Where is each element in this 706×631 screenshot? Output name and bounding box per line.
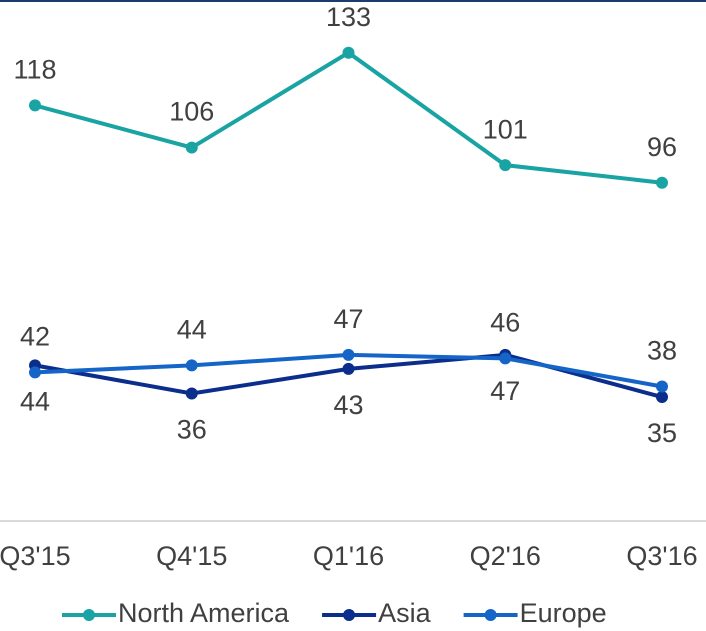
data-label: 44 [177,315,207,345]
legend-label: Asia [378,598,432,628]
legend-label: North America [118,598,290,628]
legend-marker-dot [484,609,497,621]
data-label: 36 [177,415,207,445]
data-label: 46 [490,308,520,338]
legend-marker-dot [83,609,95,621]
legend-label: Europe [520,598,607,628]
legend-marker-dot [343,609,356,621]
data-point [185,359,198,372]
data-point [342,46,355,59]
data-label: 47 [490,376,520,406]
x-tick-label: Q3'15 [0,541,71,571]
x-tick-label: Q3'16 [626,541,697,571]
data-point [656,176,668,189]
data-label: 96 [647,132,677,162]
data-point [342,348,355,361]
data-label: 42 [20,322,50,352]
x-tick-label: Q4'15 [156,541,227,571]
data-point [499,352,512,365]
data-label: 118 [13,55,56,85]
data-point [656,391,668,404]
data-label: 47 [333,304,363,334]
x-tick-label: Q2'16 [470,541,541,571]
x-tick-label: Q1'16 [313,541,384,571]
data-point [29,366,41,379]
data-label: 38 [647,336,677,366]
data-label: 101 [483,114,528,144]
data-point [499,159,512,172]
data-point [185,141,198,154]
data-label: 35 [647,418,677,448]
data-label: 106 [169,97,214,127]
data-point [29,99,41,112]
series-line [34,50,663,185]
data-point [342,362,355,375]
data-label: 43 [333,390,363,420]
data-label: 133 [326,2,371,32]
data-point [656,380,668,393]
data-label: 44 [20,387,50,417]
data-point [185,387,198,400]
